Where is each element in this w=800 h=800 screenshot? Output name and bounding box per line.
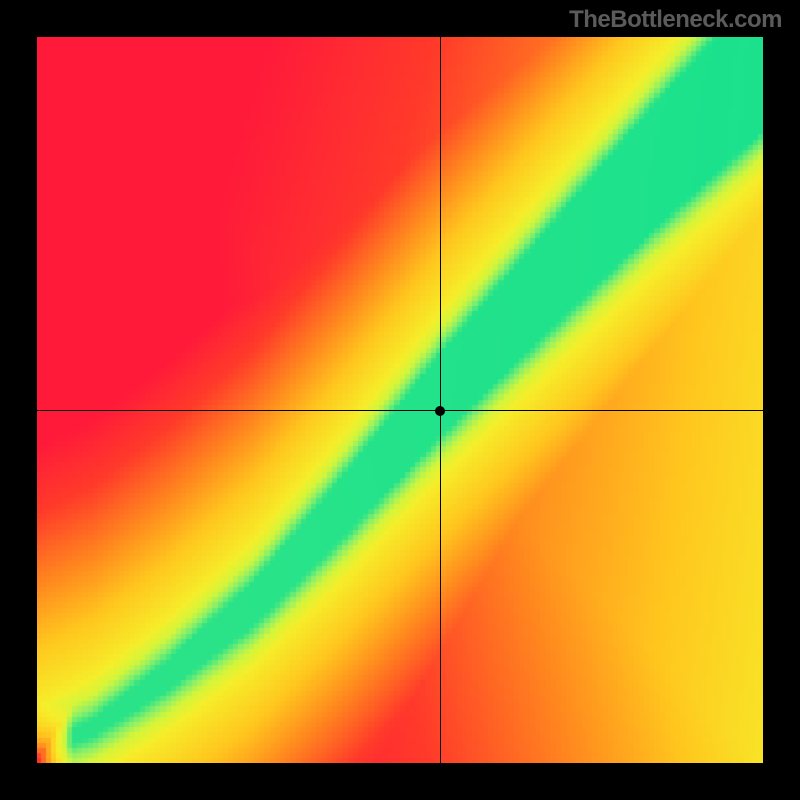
watermark-text: TheBottleneck.com xyxy=(569,6,782,34)
chart-container: { "watermark": { "text": "TheBottleneck.… xyxy=(0,0,800,800)
bottleneck-heatmap xyxy=(36,36,764,764)
